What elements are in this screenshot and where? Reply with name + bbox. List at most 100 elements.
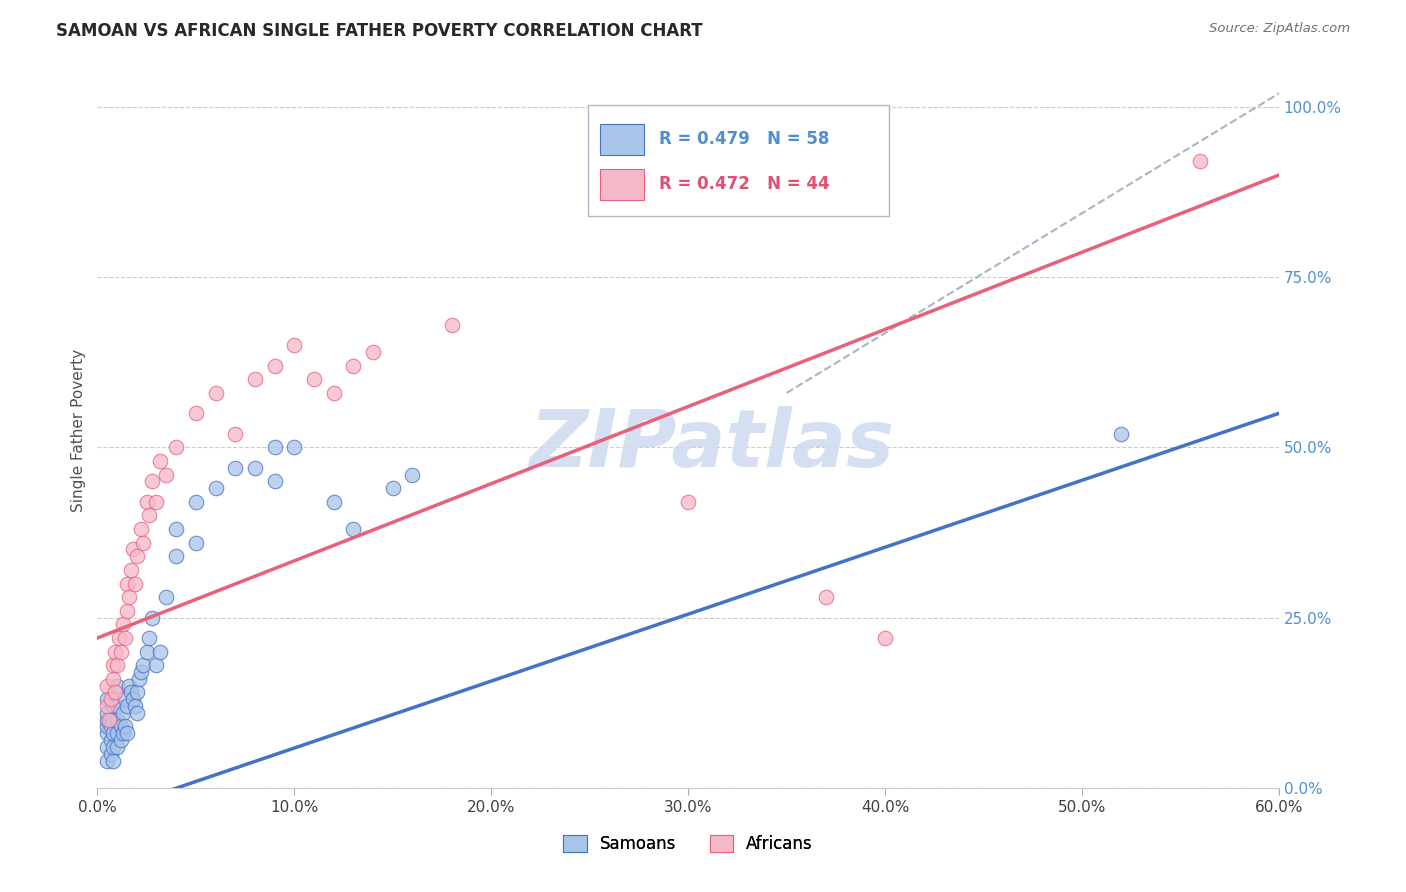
Point xyxy=(96,726,118,740)
Point xyxy=(224,426,246,441)
Point xyxy=(125,685,148,699)
Point xyxy=(101,658,124,673)
Point xyxy=(149,645,172,659)
Text: R = 0.479   N = 58: R = 0.479 N = 58 xyxy=(658,130,830,148)
Point xyxy=(96,692,118,706)
Point xyxy=(105,679,128,693)
Point xyxy=(115,699,138,714)
Point xyxy=(105,699,128,714)
Point xyxy=(111,617,134,632)
Point xyxy=(101,726,124,740)
Point xyxy=(440,318,463,332)
Point xyxy=(814,590,837,604)
Point xyxy=(283,441,305,455)
Point xyxy=(322,495,344,509)
Point xyxy=(138,631,160,645)
Point xyxy=(108,631,131,645)
Point xyxy=(105,658,128,673)
Point xyxy=(184,535,207,549)
Point xyxy=(115,604,138,618)
Point xyxy=(111,706,134,720)
Point xyxy=(141,610,163,624)
Point xyxy=(100,692,122,706)
Point xyxy=(120,563,142,577)
Point xyxy=(110,733,132,747)
Point xyxy=(96,754,118,768)
Point xyxy=(243,372,266,386)
Point xyxy=(101,672,124,686)
Text: R = 0.472   N = 44: R = 0.472 N = 44 xyxy=(658,176,830,194)
Point xyxy=(96,699,118,714)
Point xyxy=(104,645,127,659)
Point xyxy=(873,631,896,645)
Point xyxy=(114,719,136,733)
Y-axis label: Single Father Poverty: Single Father Poverty xyxy=(72,349,86,512)
Point xyxy=(105,726,128,740)
Point xyxy=(141,475,163,489)
Text: Source: ZipAtlas.com: Source: ZipAtlas.com xyxy=(1209,22,1350,36)
Point xyxy=(165,522,187,536)
Point xyxy=(129,665,152,679)
Point xyxy=(155,590,177,604)
Point xyxy=(118,590,141,604)
Point xyxy=(105,739,128,754)
Legend: Samoans, Africans: Samoans, Africans xyxy=(555,827,821,862)
Point xyxy=(135,495,157,509)
Point xyxy=(155,467,177,482)
Point xyxy=(361,345,384,359)
Point xyxy=(204,481,226,495)
Point xyxy=(128,672,150,686)
Point xyxy=(1111,426,1133,441)
Point xyxy=(165,441,187,455)
Point xyxy=(263,475,285,489)
Point xyxy=(96,713,118,727)
Point xyxy=(96,739,118,754)
Point xyxy=(263,441,285,455)
Point xyxy=(105,713,128,727)
Point xyxy=(1189,154,1212,169)
Point xyxy=(125,549,148,564)
Point xyxy=(184,495,207,509)
Text: ZIPatlas: ZIPatlas xyxy=(529,406,894,483)
Point xyxy=(676,495,699,509)
Point xyxy=(138,508,160,523)
Point xyxy=(111,726,134,740)
Point xyxy=(96,706,118,720)
Point xyxy=(124,576,146,591)
Point xyxy=(118,679,141,693)
Point xyxy=(101,713,124,727)
Point xyxy=(124,699,146,714)
Point xyxy=(131,535,153,549)
Point xyxy=(342,522,364,536)
Point xyxy=(401,467,423,482)
Point xyxy=(100,719,122,733)
FancyBboxPatch shape xyxy=(599,169,644,200)
Text: SAMOAN VS AFRICAN SINGLE FATHER POVERTY CORRELATION CHART: SAMOAN VS AFRICAN SINGLE FATHER POVERTY … xyxy=(56,22,703,40)
Point xyxy=(145,658,167,673)
Point xyxy=(115,726,138,740)
Point xyxy=(121,542,143,557)
Point xyxy=(110,645,132,659)
Point xyxy=(149,454,172,468)
Point xyxy=(114,631,136,645)
Point xyxy=(243,460,266,475)
Point xyxy=(145,495,167,509)
Point xyxy=(104,685,127,699)
Point xyxy=(131,658,153,673)
Point xyxy=(283,338,305,352)
Point xyxy=(96,719,118,733)
Point xyxy=(129,522,152,536)
Point xyxy=(100,733,122,747)
Point xyxy=(100,747,122,761)
Point xyxy=(135,645,157,659)
Point xyxy=(121,692,143,706)
Point xyxy=(204,386,226,401)
FancyBboxPatch shape xyxy=(588,105,889,216)
Point xyxy=(302,372,325,386)
Point xyxy=(115,576,138,591)
Point xyxy=(101,739,124,754)
Point xyxy=(110,719,132,733)
Point xyxy=(381,481,404,495)
Point xyxy=(96,679,118,693)
Point xyxy=(342,359,364,373)
